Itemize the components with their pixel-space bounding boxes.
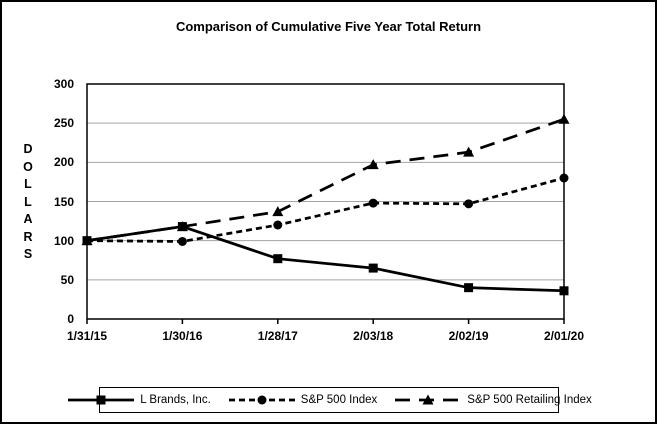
y-tick-label: 250 <box>53 116 74 131</box>
y-tick-label: 50 <box>60 272 74 287</box>
legend-item-sp500: S&P 500 Index <box>227 393 378 407</box>
x-tick-label: 1/31/15 <box>66 329 108 343</box>
x-tick-label: 2/03/18 <box>353 329 394 343</box>
legend: L Brands, Inc. S&P 500 Index S&P 500 Ret… <box>68 387 592 413</box>
chart-title: Comparison of Cumulative Five Year Total… <box>175 19 482 34</box>
legend-item-sp500-retailing: S&P 500 Retailing Index <box>393 393 592 407</box>
x-tick-label: 1/30/16 <box>162 329 203 343</box>
l-brands-line-swatch <box>68 395 135 405</box>
sp500-retailing-line-swatch <box>395 394 462 405</box>
x-tick-label: 1/28/17 <box>257 329 298 343</box>
y-tick-label: 100 <box>53 233 74 248</box>
y-tick-label: 150 <box>53 194 74 209</box>
legend-label: L Brands, Inc. <box>140 394 211 406</box>
y-tick-label: 300 <box>53 77 74 91</box>
y-tick-label: 0 <box>67 312 74 326</box>
x-tick-label: 2/02/19 <box>448 329 489 343</box>
legend-label: S&P 500 Index <box>300 394 378 406</box>
x-tick-label: 2/01/20 <box>543 329 585 343</box>
legend-item-l-brands: L Brands, Inc. <box>66 393 211 407</box>
legend-label: S&P 500 Retailing Index <box>467 394 592 406</box>
y-tick-label: 200 <box>53 155 74 170</box>
sp500-line-swatch <box>228 395 295 405</box>
